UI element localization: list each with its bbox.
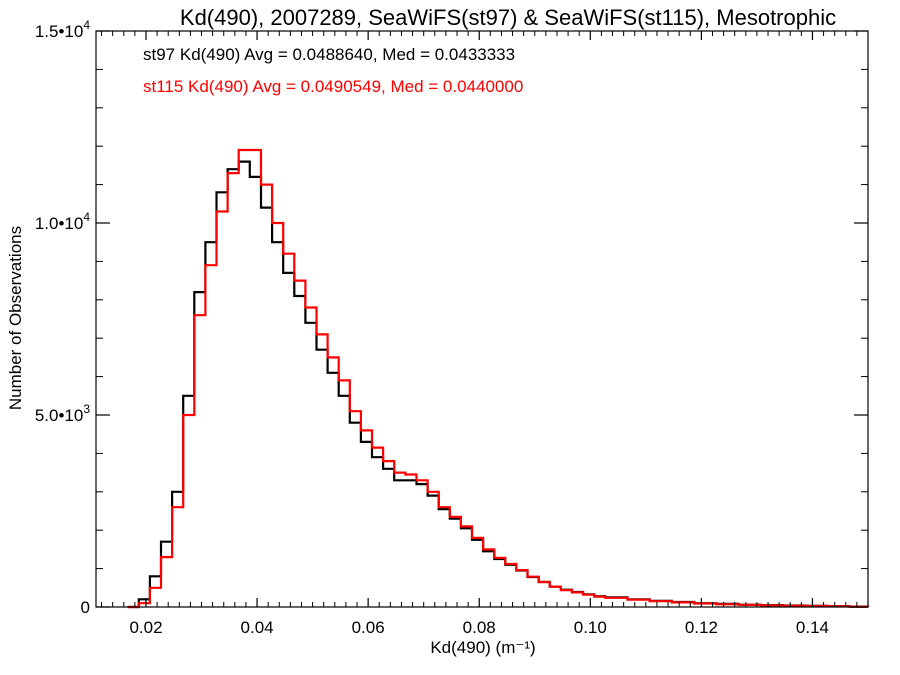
x-tick-label: 0.06: [352, 618, 385, 637]
series-layer: [127, 148, 870, 609]
legend-st97: st97 Kd(490) Avg = 0.0488640, Med = 0.04…: [143, 45, 515, 64]
y-tick-label: 5.0•103: [35, 402, 91, 425]
y-axis-label: Number of Observations: [6, 226, 25, 410]
chart-title: Kd(490), 2007289, SeaWiFS(st97) & SeaWiF…: [180, 5, 836, 30]
y-tick-label: 1.0•104: [35, 210, 91, 233]
x-axis-label: Kd(490) (m⁻¹): [430, 638, 535, 657]
series-line-st97: [127, 160, 870, 609]
plot-frame: [95, 30, 869, 608]
x-tick-label: 0.10: [574, 618, 607, 637]
x-tick-label: 0.08: [463, 618, 496, 637]
x-tick-label: 0.12: [685, 618, 718, 637]
legend-st115: st115 Kd(490) Avg = 0.0490549, Med = 0.0…: [143, 77, 523, 96]
axis-layer: 0.02 0.04 0.06 0.08 0.10 0.12 0.14 0 5.0•103 1.0•…: [35, 18, 868, 637]
x-tick-label: 0.02: [129, 618, 162, 637]
y-tick-label: 0: [81, 598, 90, 617]
x-tick-label: 0.04: [241, 618, 274, 637]
y-tick-label: 1.5•104: [35, 18, 91, 41]
x-tick-label: 0.14: [796, 618, 829, 637]
series-line-st115: [127, 148, 870, 609]
